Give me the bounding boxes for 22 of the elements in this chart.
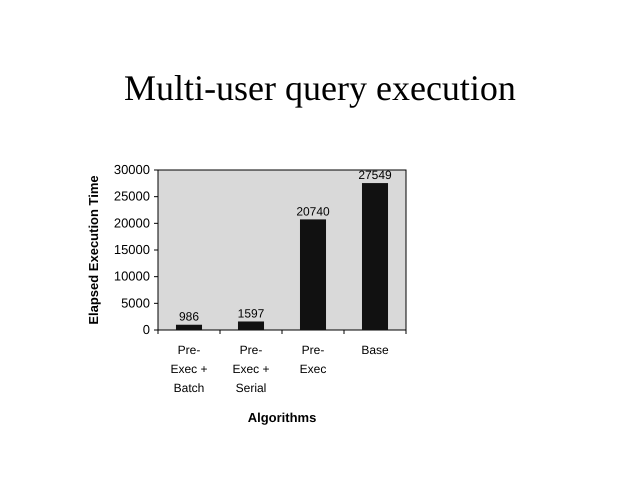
bar [300, 219, 326, 330]
data-label: 27549 [358, 168, 392, 182]
y-axis-title: Elapsed Execution Time [86, 175, 101, 325]
x-axis-title: Algorithms [248, 410, 316, 425]
y-tick-label: 15000 [114, 242, 150, 257]
data-label: 20740 [296, 204, 330, 218]
chart-title: Multi-user query execution [124, 68, 516, 108]
x-tick-label: Pre- Exec + Serial [232, 343, 270, 395]
data-label: 986 [178, 310, 200, 324]
x-tick-label: Pre- Exec + Batch [170, 343, 208, 395]
y-tick-label: 25000 [114, 188, 150, 204]
bar [176, 324, 202, 330]
y-tick-label: 10000 [114, 268, 150, 284]
x-tick-label: Pre- Exec [300, 343, 326, 376]
bar [238, 321, 264, 330]
x-tick-label: Base [361, 343, 389, 357]
bar [362, 183, 388, 330]
y-tick-label: 0 [142, 322, 150, 337]
y-tick-label: 20000 [114, 215, 150, 230]
y-tick-label: 30000 [114, 162, 150, 177]
data-label: 1597 [238, 306, 265, 320]
y-tick-label: 5000 [121, 295, 150, 310]
